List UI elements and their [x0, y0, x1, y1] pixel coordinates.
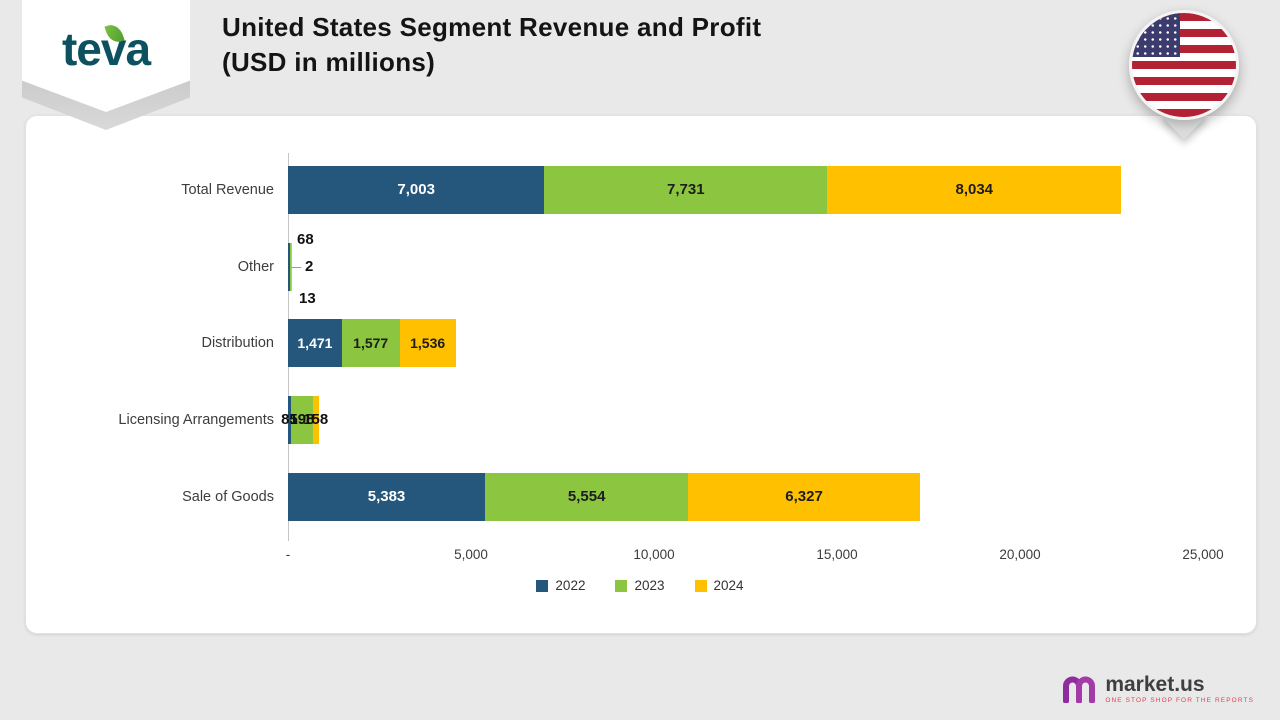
- bar-segment-2023: [544, 166, 828, 214]
- page-title: United States Segment Revenue and Profit…: [222, 10, 761, 80]
- bar-value-label: 2: [305, 258, 314, 275]
- bar-segment-2023: [485, 473, 689, 521]
- legend-item-2024: 2024: [694, 578, 744, 593]
- bar-segment-2024: [688, 473, 920, 521]
- bar-segment-2024: [399, 319, 456, 367]
- category-label: Distribution: [201, 335, 274, 351]
- legend-item-2023: 2023: [615, 578, 665, 593]
- x-tick-label: -: [285, 547, 291, 562]
- category-label: Licensing Arrangements: [118, 412, 274, 428]
- bar-value-label: 7,731: [667, 181, 705, 198]
- bar-value-label: 6,327: [785, 488, 823, 505]
- legend-item-2022: 2022: [536, 578, 585, 593]
- bar-segment-2022: [288, 243, 291, 291]
- bar-value-label: 598: [289, 411, 315, 428]
- bar-segment-2024: [312, 396, 319, 444]
- bar-value-label: 81: [281, 411, 298, 428]
- legend-label: 2024: [713, 578, 744, 593]
- label-leader-line: [291, 267, 301, 268]
- brand-ribbon: teva: [22, 0, 190, 140]
- title-line-2: (USD in millions): [222, 47, 436, 77]
- category-label: Other: [237, 259, 274, 275]
- bar-segment-2023: [341, 319, 400, 367]
- bar-value-label: 1,577: [353, 335, 389, 351]
- legend-label: 2022: [555, 578, 586, 593]
- x-tick-label: 5,000: [454, 547, 488, 562]
- bar-segment-2022: [288, 319, 342, 367]
- footer-tagline: ONE STOP SHOP FOR THE REPORTS: [1105, 697, 1254, 704]
- bar-segment-2022: [288, 166, 545, 214]
- chart-legend: 2022 2023 2024: [25, 578, 1255, 593]
- us-flag-pin-icon: [1128, 10, 1240, 148]
- bar-segment-2022: [288, 396, 291, 444]
- bar-value-label: 68: [297, 231, 314, 248]
- category-label: Total Revenue: [181, 182, 274, 198]
- bar-value-label: 7,003: [397, 181, 435, 198]
- title-line-1: United States Segment Revenue and Profit: [222, 12, 762, 42]
- bar-value-label: 5,554: [567, 488, 606, 505]
- bar-value-label: 13: [299, 290, 316, 307]
- bar-value-label: 8,034: [955, 181, 994, 198]
- legend-swatch: [694, 579, 707, 592]
- footer-logo-text: market.us: [1105, 673, 1205, 696]
- legend-label: 2023: [634, 578, 665, 593]
- legend-swatch: [615, 579, 628, 592]
- bar-value-label: 1,536: [410, 335, 446, 351]
- bar-segment-2022: [288, 473, 486, 521]
- legend-swatch: [536, 579, 549, 592]
- flag-canton: [1132, 13, 1180, 57]
- bar-value-label: 1,471: [297, 335, 333, 351]
- x-tick-label: 25,000: [1182, 547, 1224, 562]
- x-tick-label: 15,000: [816, 547, 858, 562]
- bar-value-label: 158: [303, 411, 329, 428]
- bar-value-label: 5,383: [367, 488, 406, 505]
- us-flag-icon: [1129, 10, 1239, 120]
- footer-text: market.us ONE STOP SHOP FOR THE REPORTS: [1105, 673, 1254, 705]
- bar-segment-2024: [827, 166, 1122, 214]
- market-us-m-icon: [1063, 676, 1096, 703]
- x-tick-label: 20,000: [999, 547, 1041, 562]
- bar-segment-2023: [290, 396, 313, 444]
- market-us-logo: market.us ONE STOP SHOP FOR THE REPORTS: [1062, 674, 1254, 704]
- category-label: Sale of Goods: [182, 489, 274, 505]
- x-tick-label: 10,000: [633, 547, 675, 562]
